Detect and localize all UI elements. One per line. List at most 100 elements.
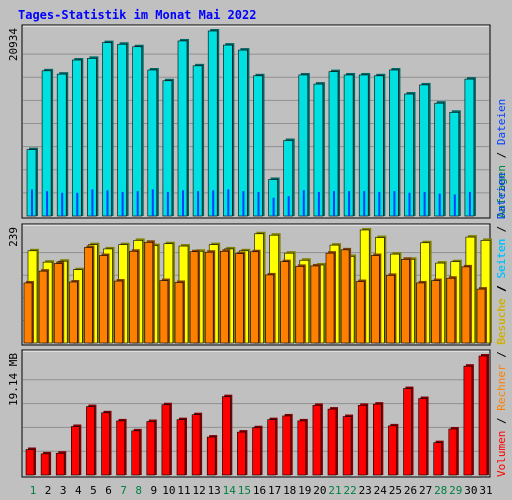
volume-bar-18-face xyxy=(282,415,292,476)
volume-bar-21-face xyxy=(327,408,337,476)
file-bar-17 xyxy=(272,197,275,216)
file-bar-24 xyxy=(378,191,381,216)
day-label-31: 31 xyxy=(479,484,492,497)
day-label-1: 1 xyxy=(30,484,37,497)
request-bar-11-face xyxy=(177,40,188,217)
volume-bar-27 xyxy=(418,396,429,476)
volume-bar-29-face xyxy=(448,428,458,476)
request-bar-8 xyxy=(132,44,144,217)
day-label-7: 7 xyxy=(120,484,127,497)
volume-bar-22 xyxy=(342,414,354,476)
volume-bar-27-face xyxy=(418,398,427,476)
host-bar-1 xyxy=(23,280,34,344)
host-bar-21 xyxy=(325,251,336,344)
day-label-27: 27 xyxy=(419,484,432,497)
volume-bar-9 xyxy=(146,419,157,476)
file-bar-28 xyxy=(438,193,441,216)
day-label-12: 12 xyxy=(192,484,205,497)
volume-bar-5 xyxy=(86,404,97,476)
volume-bar-30 xyxy=(463,364,474,476)
request-bar-4 xyxy=(72,58,84,217)
file-bar-26 xyxy=(408,192,411,216)
host-bar-2 xyxy=(38,269,50,344)
volume-bar-26-face xyxy=(403,388,412,476)
day-label-21: 21 xyxy=(328,484,341,497)
file-bar-13 xyxy=(212,190,215,216)
volume-bar-15 xyxy=(237,430,248,476)
request-bar-4-face xyxy=(72,59,82,217)
day-label-30: 30 xyxy=(464,484,477,497)
request-bar-15 xyxy=(238,48,250,217)
host-bar-24-face xyxy=(370,255,380,344)
volume-bar-30-face xyxy=(463,365,473,476)
volume-bar-28 xyxy=(433,440,444,476)
host-bar-23-face xyxy=(355,281,365,344)
host-bar-26 xyxy=(401,257,412,344)
host-bar-27 xyxy=(416,280,427,344)
volume-bar-9-face xyxy=(146,421,156,476)
volume-bar-3-face xyxy=(55,452,65,476)
volume-bar-6 xyxy=(101,410,112,476)
volume-bar-29 xyxy=(448,426,459,476)
volume-bar-6-face xyxy=(101,412,110,476)
panel-bottom-side-legend: Volumen / Rechner / Besuche / Seiten xyxy=(495,239,508,477)
host-bar-14 xyxy=(220,249,231,344)
host-bar-12 xyxy=(189,249,201,344)
host-bar-22-face xyxy=(340,249,350,344)
chart-title: Tages-Statistik im Monat Mai 2022 xyxy=(18,8,256,22)
panel-bottom-y-max-label: 19.14 MB xyxy=(7,353,20,406)
legend-part: Rechner xyxy=(495,364,508,411)
legend-part: / xyxy=(495,145,508,165)
host-bar-5-face xyxy=(84,247,93,344)
file-bar-11 xyxy=(182,190,184,216)
legend-part: Besuche xyxy=(495,298,508,344)
day-label-11: 11 xyxy=(177,484,190,497)
host-bar-4-face xyxy=(69,281,78,344)
host-bar-22 xyxy=(340,247,352,344)
day-label-18: 18 xyxy=(283,484,296,497)
legend-part: Besuche xyxy=(495,299,508,345)
file-bar-15 xyxy=(242,191,245,216)
volume-bar-24 xyxy=(372,402,384,476)
host-bar-7-face xyxy=(114,280,123,344)
day-label-16: 16 xyxy=(253,484,266,497)
volume-bar-15-face xyxy=(237,431,246,476)
request-bar-13-face xyxy=(207,30,218,217)
host-bar-7 xyxy=(114,279,125,344)
file-bar-30 xyxy=(468,191,471,216)
volume-bar-19-face xyxy=(297,420,307,476)
volume-bar-18 xyxy=(282,413,293,476)
volume-bar-1-face xyxy=(25,449,35,476)
request-bar-6-face xyxy=(102,42,112,217)
host-bar-18 xyxy=(280,259,291,344)
volume-bar-31-face xyxy=(478,355,488,476)
file-bar-25 xyxy=(393,191,396,216)
host-bar-2-face xyxy=(38,270,48,344)
volume-bar-20 xyxy=(312,403,323,476)
volume-bar-24-face xyxy=(372,403,382,476)
host-bar-6-face xyxy=(99,255,108,344)
host-bar-18-face xyxy=(280,261,290,344)
host-bar-16 xyxy=(250,249,261,344)
volume-bar-23-face xyxy=(357,405,367,476)
day-label-14: 14 xyxy=(223,484,237,497)
host-bar-30-face xyxy=(461,266,471,344)
day-label-3: 3 xyxy=(60,484,67,497)
volume-bar-10 xyxy=(161,402,172,476)
day-label-23: 23 xyxy=(359,484,372,497)
request-bar-13 xyxy=(207,29,220,217)
file-bar-10 xyxy=(166,191,169,216)
x-axis-day-labels: 1 2 3 4 5 6 7 8 9 10 11 12 13 14 15 16 17 18 19 20 21 22 23 24 2… xyxy=(30,484,493,497)
volume-bar-2-face xyxy=(40,453,50,476)
file-bar-21 xyxy=(333,191,335,216)
file-bar-5 xyxy=(91,189,94,216)
legend-part: / xyxy=(495,279,508,299)
file-bar-2 xyxy=(46,191,49,216)
file-bar-16 xyxy=(257,191,260,216)
file-bar-9 xyxy=(151,189,154,216)
host-bar-1-face xyxy=(23,282,33,344)
host-bar-27-face xyxy=(416,282,425,344)
volume-bar-1 xyxy=(25,447,36,476)
host-bar-25 xyxy=(386,273,397,344)
